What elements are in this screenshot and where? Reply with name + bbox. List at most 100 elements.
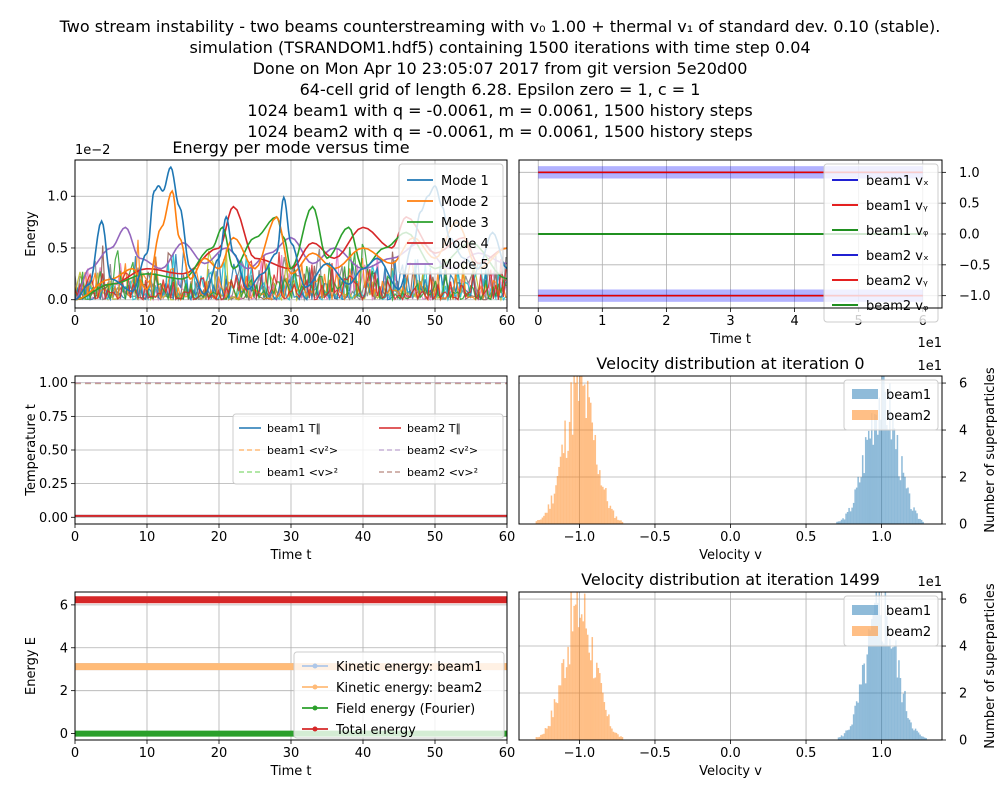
histogram-bar	[851, 724, 853, 740]
histogram-bar	[890, 439, 893, 524]
histogram-bar	[565, 457, 568, 524]
x-axis-label: Velocity v	[699, 764, 762, 779]
histogram-bar	[617, 519, 619, 524]
histogram-bar	[911, 728, 914, 740]
y-tick-label: 4	[959, 640, 967, 655]
x-tick-label: 4	[790, 314, 798, 329]
x-tick-label: 0	[71, 746, 79, 761]
histogram-bar	[836, 521, 838, 524]
histogram-bar	[902, 693, 905, 740]
histogram-bar	[611, 508, 613, 524]
x-tick-label: 0.5	[796, 746, 817, 761]
legend: Kinetic energy: beam1 Kinetic energy: bea…	[293, 651, 505, 739]
legend-box	[232, 413, 504, 485]
axes-temperature: 0 10 20 30 40 50 60 0.00 0.25 0.50 0.75 1.00 Time t T…	[24, 376, 515, 563]
histogram-bar	[889, 638, 891, 740]
y-tick-label: 0.5	[959, 197, 980, 212]
histogram-bar	[617, 734, 619, 740]
legend-marker	[312, 726, 318, 732]
higher-mode-line	[75, 252, 507, 302]
histogram-bar	[561, 444, 563, 524]
axes-hist1499: −1.0 −0.5 0.0 0.5 1.0 0 2 4 6 Velocity v Number of…	[519, 570, 998, 779]
legend-label: Mode 1	[441, 174, 489, 189]
histogram-bar	[870, 413, 873, 524]
plot-area	[535, 376, 924, 524]
histogram-bar	[852, 502, 855, 524]
histogram-bar	[866, 654, 868, 740]
histogram-bar	[867, 628, 870, 740]
histogram-bar	[538, 736, 541, 740]
legend-label: beam2 vᵧ	[866, 274, 928, 289]
histogram-bar	[552, 503, 554, 524]
histogram-bar	[586, 380, 589, 524]
histogram-bar	[881, 641, 884, 740]
legend-label: beam1 vₓ	[866, 174, 929, 189]
histogram-bar	[864, 437, 867, 524]
y-tick-label: 1.0	[47, 190, 68, 205]
y-tick-label: 1.00	[39, 376, 68, 391]
histogram-bar	[567, 646, 569, 740]
histogram-bar	[922, 736, 924, 740]
legend-box	[823, 163, 939, 323]
x-tick-label: 40	[355, 746, 372, 761]
legend: beam1 T∥ beam1 <v²> beam1 <v>² beam2 T∥ beam…	[232, 413, 504, 485]
axes-frame-velocities	[518, 159, 943, 309]
histogram-bar	[558, 466, 560, 524]
histogram-bar	[920, 736, 923, 740]
header-line-5: 1024 beam1 with q = -0.0061, m = 0.0061,…	[247, 101, 753, 120]
y-tick-label: 6	[959, 593, 967, 608]
histogram-bar	[594, 434, 597, 524]
histogram-bar	[611, 728, 613, 740]
legend-label: beam1 <v>²	[267, 466, 338, 479]
legend: Mode 1 Mode 2 Mode 3 Mode 4 Mode 5	[398, 163, 504, 275]
y-axis-label: Energy E	[24, 637, 39, 695]
histogram-bar	[889, 383, 891, 524]
histogram-bar	[916, 730, 918, 740]
histogram-bar	[896, 677, 899, 740]
legend-label: beam1 vᵧ	[866, 199, 928, 214]
legend-marker	[312, 705, 318, 711]
histogram-bar	[869, 630, 871, 740]
x-tick-label: 30	[283, 530, 300, 545]
histogram-bar	[561, 663, 563, 740]
histogram-bar	[579, 617, 581, 740]
histogram-bar	[913, 507, 915, 524]
y-axis-label: Number of superparticles	[983, 367, 998, 533]
legend-label: beam1	[886, 388, 931, 403]
histogram-bar	[866, 439, 868, 524]
histogram-bar	[898, 660, 900, 740]
histogram-bar	[541, 734, 544, 740]
y-tick-label: 0.5	[47, 241, 68, 256]
x-tick-label: 0.5	[796, 530, 817, 545]
x-tick-label: 2	[662, 314, 670, 329]
histogram-bar	[585, 418, 587, 524]
histogram-bar	[573, 605, 575, 740]
legend-label: Mode 4	[441, 237, 489, 252]
histogram-bar	[550, 495, 553, 524]
x-axis-label: Velocity v	[699, 548, 762, 563]
histogram-bar	[875, 414, 878, 524]
histogram-beam1	[836, 376, 924, 524]
x-tick-label: 20	[211, 530, 228, 545]
legend-label: Kinetic energy: beam2	[336, 681, 482, 696]
histogram-bar	[577, 400, 580, 524]
histogram-bar	[875, 592, 878, 740]
y-tick-label: 2	[60, 684, 68, 699]
histogram-bar	[535, 737, 538, 740]
histogram-beam2	[535, 592, 624, 740]
histogram-bar	[910, 722, 912, 740]
y-offset-label: 1e1	[917, 359, 942, 374]
histogram-bar	[605, 488, 607, 524]
legend-label: Field energy (Fourier)	[336, 702, 475, 717]
x-offset-label: 1e1	[917, 336, 942, 351]
y-axis-label: Number of superparticles	[983, 583, 998, 749]
legend-swatch	[852, 605, 878, 615]
histogram-bar	[857, 476, 859, 524]
legend-label: beam2 vₓ	[866, 249, 929, 264]
histogram-bar	[612, 731, 615, 740]
x-tick-label: −0.5	[639, 530, 671, 545]
histogram-bar	[895, 449, 897, 524]
histogram-bar	[843, 733, 846, 740]
x-tick-label: 40	[355, 314, 372, 329]
